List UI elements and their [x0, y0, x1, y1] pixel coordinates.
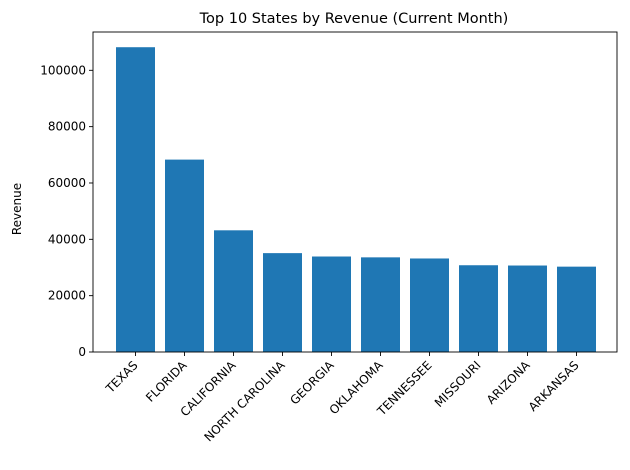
y-tick-label: 0 — [78, 345, 86, 359]
x-tick-label: TEXAS — [102, 358, 140, 396]
bar-california — [214, 230, 253, 352]
y-tick-label: 80000 — [48, 120, 86, 134]
bar-florida — [165, 159, 204, 352]
y-axis-ticks: 0 20000 40000 60000 80000 100000 — [40, 63, 93, 359]
y-tick-label: 40000 — [48, 232, 86, 246]
bar-oklahoma — [361, 257, 400, 352]
x-tick-label: ARIZONA — [484, 358, 533, 407]
plot-border — [92, 31, 618, 353]
bar-missouri — [459, 265, 498, 352]
bar-georgia — [312, 256, 351, 352]
x-tick-label: FLORIDA — [143, 358, 190, 405]
bar-arkansas — [557, 266, 596, 352]
axes-frame — [92, 31, 618, 353]
y-axis-label: Revenue — [10, 183, 24, 235]
y-tick-label: 100000 — [40, 63, 86, 77]
x-tick-label: NORTH CAROLINA — [201, 358, 288, 445]
bars-group — [116, 47, 596, 352]
y-tick-label: 60000 — [48, 176, 86, 190]
bar-north-carolina — [263, 253, 302, 352]
y-tick-label: 20000 — [48, 289, 86, 303]
bar-arizona — [508, 265, 547, 352]
x-tick-label: MISSOURI — [432, 358, 484, 410]
x-tick-label: ARKANSAS — [526, 358, 582, 414]
bar-texas — [116, 47, 155, 352]
x-tick-label: GEORGIA — [287, 358, 337, 408]
chart-title: Top 10 States by Revenue (Current Month) — [199, 11, 509, 27]
bar-tennessee — [410, 258, 449, 352]
